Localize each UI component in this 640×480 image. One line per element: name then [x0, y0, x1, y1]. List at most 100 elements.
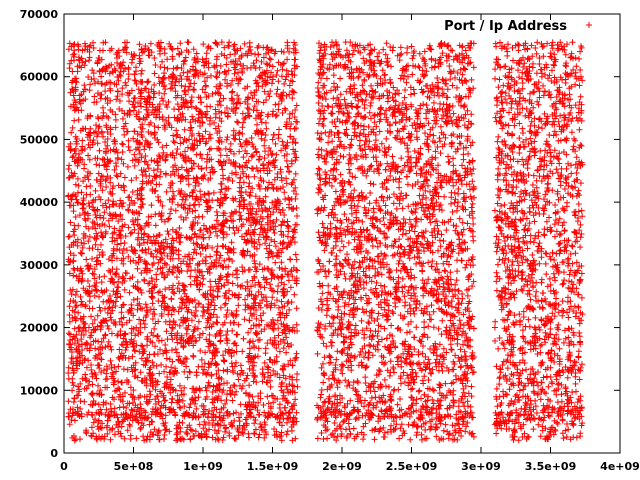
data-point [177, 140, 184, 147]
data-point [195, 318, 202, 325]
data-point [140, 433, 147, 440]
data-point [324, 102, 331, 109]
data-point [409, 422, 416, 429]
data-point [381, 376, 388, 383]
data-point [188, 124, 195, 131]
data-point [292, 251, 299, 258]
data-point [71, 325, 78, 332]
data-point [151, 325, 158, 332]
data-point [345, 239, 352, 246]
data-point [65, 364, 72, 371]
data-point [162, 171, 169, 178]
data-point [229, 257, 236, 264]
data-point [197, 347, 204, 354]
data-point [199, 330, 206, 337]
data-point [143, 436, 150, 443]
data-point [96, 293, 103, 300]
data-point [96, 273, 103, 280]
data-point [71, 117, 78, 124]
data-point [70, 208, 77, 215]
data-point [174, 429, 181, 436]
data-point [172, 207, 179, 214]
data-point [234, 370, 241, 377]
data-point [276, 264, 283, 271]
data-point [119, 141, 126, 148]
data-point [245, 430, 252, 437]
data-point [267, 56, 274, 63]
data-point [69, 387, 76, 394]
data-point [220, 357, 227, 364]
data-point [68, 129, 75, 136]
data-point [67, 219, 74, 226]
data-point [160, 97, 167, 104]
data-point [119, 149, 126, 156]
data-point [233, 409, 240, 416]
data-point [128, 229, 135, 236]
data-point [94, 312, 101, 319]
data-point [221, 301, 228, 308]
data-point [268, 80, 275, 87]
data-point [248, 134, 255, 141]
data-point [252, 193, 259, 200]
data-point [67, 287, 74, 294]
data-point [187, 281, 194, 288]
data-point [278, 259, 285, 266]
data-point [199, 304, 206, 311]
data-point [152, 222, 159, 229]
data-point [72, 181, 79, 188]
data-point [163, 355, 170, 362]
data-point [292, 157, 299, 164]
data-point [147, 40, 154, 47]
data-point [193, 174, 200, 181]
data-point [83, 183, 90, 190]
data-point [213, 208, 220, 215]
data-point [162, 412, 169, 419]
data-point [265, 254, 272, 261]
data-point [207, 145, 214, 152]
data-point [174, 64, 181, 71]
data-point [107, 401, 114, 408]
data-point [129, 188, 136, 195]
data-point [279, 66, 286, 73]
data-point [223, 409, 230, 416]
data-point [234, 331, 241, 338]
data-point [255, 51, 262, 58]
data-point [219, 166, 226, 173]
data-point [104, 322, 111, 329]
data-point [284, 428, 291, 435]
data-point [278, 222, 285, 229]
data-point [131, 71, 138, 78]
data-point [177, 72, 184, 79]
data-point [97, 241, 104, 248]
data-point [245, 329, 252, 336]
data-point [108, 330, 115, 337]
data-point [429, 386, 436, 393]
data-point [123, 404, 130, 411]
data-point [425, 323, 432, 330]
data-point [173, 65, 180, 72]
data-point [68, 291, 75, 298]
data-point [403, 329, 410, 336]
data-point [220, 234, 227, 241]
data-point [229, 170, 236, 177]
data-point [163, 188, 170, 195]
data-point [221, 358, 228, 365]
data-point [75, 46, 82, 53]
data-point [117, 293, 124, 300]
data-point [206, 121, 213, 128]
data-point [174, 45, 181, 52]
data-point [231, 135, 238, 142]
data-point [285, 168, 292, 175]
data-point [330, 95, 337, 102]
data-point [293, 280, 300, 287]
data-point [92, 345, 99, 352]
data-point [117, 231, 124, 238]
data-point [272, 243, 279, 250]
data-point [125, 224, 132, 231]
data-point [459, 162, 466, 169]
data-point [250, 367, 257, 374]
data-point [317, 394, 324, 401]
data-point [186, 404, 193, 411]
data-point [68, 355, 75, 362]
data-point [165, 231, 172, 238]
